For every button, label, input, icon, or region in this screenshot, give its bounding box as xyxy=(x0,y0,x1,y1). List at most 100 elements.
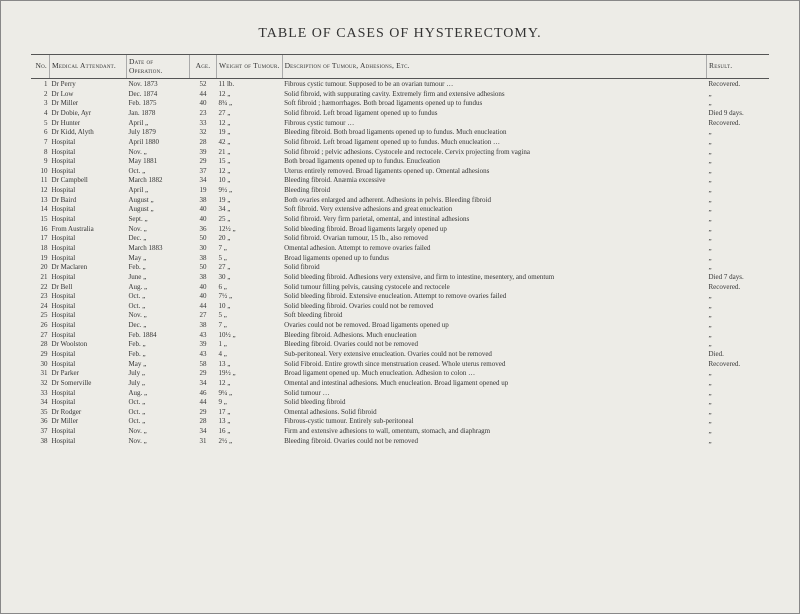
cell-desc: Uterus entirely removed. Broad ligaments… xyxy=(282,166,706,176)
cell-att: Dr Miller xyxy=(50,99,127,109)
cell-age: 34 xyxy=(190,426,217,436)
cell-res: Died. xyxy=(707,349,770,359)
cell-res: „ xyxy=(707,99,770,109)
cell-desc: Fibrous-cystic tumour. Entirely sub-peri… xyxy=(282,417,706,427)
cell-age: 29 xyxy=(190,407,217,417)
cell-wt: 5 „ xyxy=(217,253,283,263)
table-row: 13Dr BairdAugust „3819 „Both ovaries enl… xyxy=(31,195,769,205)
cell-wt: 27 „ xyxy=(217,108,283,118)
cell-no: 31 xyxy=(31,368,50,378)
cell-att: Hospital xyxy=(50,311,127,321)
cell-age: 50 xyxy=(190,234,217,244)
cell-res: „ xyxy=(707,301,770,311)
cell-no: 4 xyxy=(31,108,50,118)
table-row: 38HospitalNov. „312½ „Bleeding fibroid. … xyxy=(31,436,769,446)
cell-res: „ xyxy=(707,224,770,234)
cell-age: 34 xyxy=(190,378,217,388)
cell-res: „ xyxy=(707,311,770,321)
cell-desc: Solid bleeding fibroid. Broad ligaments … xyxy=(282,224,706,234)
cell-res: „ xyxy=(707,436,770,446)
cell-res: „ xyxy=(707,253,770,263)
cell-age: 38 xyxy=(190,320,217,330)
cell-date: June „ xyxy=(127,272,190,282)
cell-res: „ xyxy=(707,89,770,99)
table-row: 7HospitalApril 18802842 „Solid fibroid. … xyxy=(31,137,769,147)
cell-wt: 17 „ xyxy=(217,407,283,417)
cell-no: 15 xyxy=(31,214,50,224)
cell-att: Hospital xyxy=(50,320,127,330)
cell-res: „ xyxy=(707,127,770,137)
cell-no: 38 xyxy=(31,436,50,446)
cell-no: 22 xyxy=(31,282,50,292)
cell-wt: 42 „ xyxy=(217,137,283,147)
cell-att: Hospital xyxy=(50,272,127,282)
cell-no: 28 xyxy=(31,340,50,350)
table-row: 10HospitalOct. „3712 „Uterus entirely re… xyxy=(31,166,769,176)
cell-att: Hospital xyxy=(50,397,127,407)
cell-date: Jan. 1878 xyxy=(127,108,190,118)
cell-age: 40 xyxy=(190,214,217,224)
cell-res: Recovered. xyxy=(707,282,770,292)
cell-age: 38 xyxy=(190,195,217,205)
cell-att: Hospital xyxy=(50,426,127,436)
cell-att: Hospital xyxy=(50,330,127,340)
cell-date: Oct. „ xyxy=(127,301,190,311)
table-row: 20Dr MaclarenFeb. „5027 „Solid fibroid„ xyxy=(31,262,769,272)
table-row: 9HospitalMay 18812915 „Both broad ligame… xyxy=(31,156,769,166)
table-row: 32Dr SomervilleJuly „3412 „Omental and i… xyxy=(31,378,769,388)
table-row: 15HospitalSept. „4025 „Solid fibroid. Ve… xyxy=(31,214,769,224)
cell-date: Oct. „ xyxy=(127,397,190,407)
cell-wt: 4 „ xyxy=(217,349,283,359)
cell-date: July 1879 xyxy=(127,127,190,137)
cell-wt: 19½ „ xyxy=(217,368,283,378)
cell-att: From Australia xyxy=(50,224,127,234)
cell-desc: Solid fibroid xyxy=(282,262,706,272)
cell-no: 5 xyxy=(31,118,50,128)
table-row: 18HospitalMarch 1883307 „Omental adhesio… xyxy=(31,243,769,253)
cell-wt: 16 „ xyxy=(217,426,283,436)
table-row: 17HospitalDec. „5020 „Solid fibroid. Ova… xyxy=(31,234,769,244)
cell-age: 44 xyxy=(190,89,217,99)
cell-res: „ xyxy=(707,291,770,301)
table-row: 28Dr WoolstonFeb. „391 „Bleeding fibroid… xyxy=(31,340,769,350)
table-row: 27HospitalFeb. 18844310½ „Bleeding fibro… xyxy=(31,330,769,340)
cell-att: Dr Woolston xyxy=(50,340,127,350)
cell-age: 58 xyxy=(190,359,217,369)
cell-wt: 12 „ xyxy=(217,118,283,128)
cell-age: 39 xyxy=(190,147,217,157)
table-row: 12HospitalApril „199½ „Bleeding fibroid„ xyxy=(31,185,769,195)
cell-desc: Both broad ligaments opened up to fundus… xyxy=(282,156,706,166)
cell-desc: Solid fibroid. Left broad ligament opene… xyxy=(282,137,706,147)
cell-att: Dr Low xyxy=(50,89,127,99)
cell-age: 28 xyxy=(190,417,217,427)
cell-no: 13 xyxy=(31,195,50,205)
cell-att: Dr Baird xyxy=(50,195,127,205)
cell-no: 36 xyxy=(31,417,50,427)
cell-date: Nov. „ xyxy=(127,426,190,436)
table-row: 30HospitalMay „5813 „Solid Fibroid. Enti… xyxy=(31,359,769,369)
cell-res: „ xyxy=(707,195,770,205)
cell-no: 17 xyxy=(31,234,50,244)
cell-age: 39 xyxy=(190,340,217,350)
cell-res: „ xyxy=(707,378,770,388)
cell-res: „ xyxy=(707,388,770,398)
cell-att: Dr Miller xyxy=(50,417,127,427)
cell-wt: 13 „ xyxy=(217,359,283,369)
cell-no: 26 xyxy=(31,320,50,330)
cell-res: „ xyxy=(707,262,770,272)
header-row: No. Medical Attendant. Date of Operation… xyxy=(31,55,769,79)
cell-att: Hospital xyxy=(50,214,127,224)
cell-age: 40 xyxy=(190,282,217,292)
cell-att: Hospital xyxy=(50,205,127,215)
cell-age: 38 xyxy=(190,272,217,282)
cell-wt: 25 „ xyxy=(217,214,283,224)
cell-desc: Bleeding fibroid. Anæmia excessive xyxy=(282,176,706,186)
cell-res: „ xyxy=(707,340,770,350)
cell-wt: 9½ „ xyxy=(217,185,283,195)
cell-res: „ xyxy=(707,156,770,166)
cell-desc: Bleeding fibroid xyxy=(282,185,706,195)
table-row: 16From AustraliaNov. „3612½ „Solid bleed… xyxy=(31,224,769,234)
cell-desc: Solid bleeding fibroid. Extensive enucle… xyxy=(282,291,706,301)
cell-att: Hospital xyxy=(50,291,127,301)
cell-att: Hospital xyxy=(50,156,127,166)
